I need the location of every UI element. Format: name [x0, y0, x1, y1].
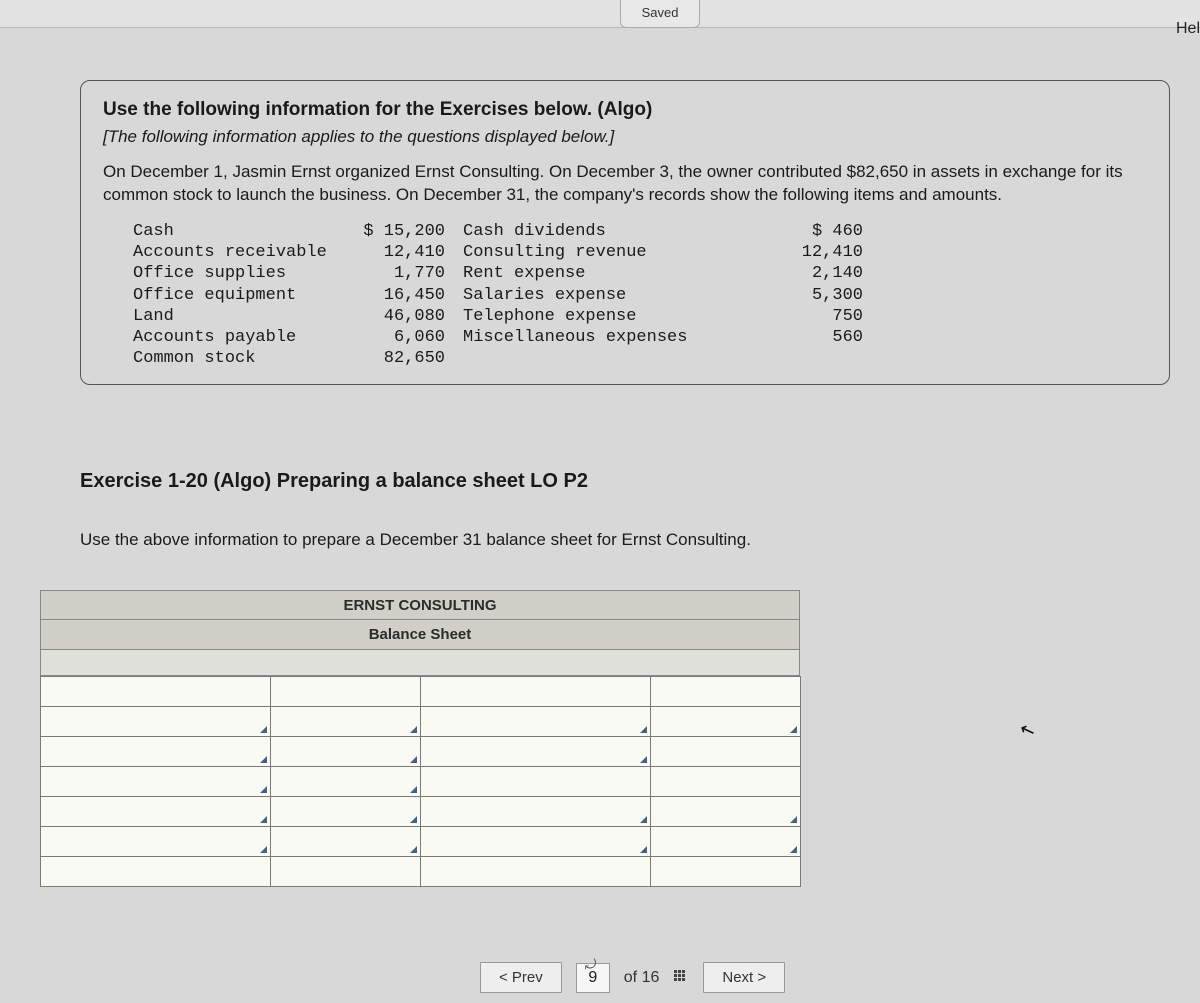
ledger-left-label: Office supplies: [133, 263, 353, 284]
ledger-left-label: Land: [133, 306, 353, 327]
ledger-left-amount: $ 15,200: [353, 221, 463, 242]
ledger-row: Cash $ 15,200 Cash dividends $ 460: [103, 221, 1147, 242]
ledger-right-label: Telephone expense: [463, 306, 753, 327]
ledger-row: Office equipment 16,450 Salaries expense…: [103, 285, 1147, 306]
ledger-row: Land 46,080 Telephone expense 750: [103, 306, 1147, 327]
next-button[interactable]: Next >: [703, 962, 785, 993]
ledger-left-amount: 82,650: [353, 348, 463, 369]
prev-button[interactable]: < Prev: [480, 962, 562, 993]
section-heading-cell[interactable]: [421, 767, 651, 797]
account-name-cell[interactable]: [421, 797, 651, 827]
cursor-icon: ↖: [1017, 718, 1038, 743]
table-row: [41, 797, 801, 827]
ledger-left-amount: 46,080: [353, 306, 463, 327]
question-nav-bar: < Prev ⤾ 9 of 16 Next >: [480, 962, 785, 993]
sheet-company-header: ERNST CONSULTING: [40, 590, 800, 620]
balance-sheet-worksheet: ERNST CONSULTING Balance Sheet: [40, 590, 800, 887]
info-subtitle: [The following information applies to th…: [103, 127, 1147, 147]
link-icon: ⤾: [585, 950, 597, 978]
ledger-right-amount: 560: [753, 327, 863, 348]
amount-cell[interactable]: [271, 767, 421, 797]
blank-cell[interactable]: [651, 677, 801, 707]
ledger-right-label: Cash dividends: [463, 221, 753, 242]
ledger-left-amount: 16,450: [353, 285, 463, 306]
ledger-right-amount: $ 460: [753, 221, 863, 242]
blank-cell[interactable]: [271, 677, 421, 707]
total-amount-cell[interactable]: [651, 857, 801, 887]
info-panel: Use the following information for the Ex…: [80, 80, 1170, 385]
account-name-cell[interactable]: [421, 707, 651, 737]
exercise-instruction: Use the above information to prepare a D…: [80, 530, 751, 550]
ledger-row: Accounts receivable 12,410 Consulting re…: [103, 242, 1147, 263]
ledger-right-amount: 12,410: [753, 242, 863, 263]
ledger-row: Office supplies 1,770 Rent expense 2,140: [103, 263, 1147, 284]
account-name-cell[interactable]: [41, 737, 271, 767]
ledger-left-label: Accounts payable: [133, 327, 353, 348]
amount-cell[interactable]: [651, 737, 801, 767]
account-name-cell[interactable]: [41, 767, 271, 797]
ledger-left-amount: 6,060: [353, 327, 463, 348]
page-number-box[interactable]: ⤾ 9: [576, 963, 610, 993]
account-name-cell[interactable]: [41, 797, 271, 827]
amount-cell[interactable]: [651, 797, 801, 827]
section-heading-cell-right[interactable]: [421, 677, 651, 707]
table-row: [41, 707, 801, 737]
info-title: Use the following information for the Ex…: [103, 99, 1147, 121]
grid-icon[interactable]: [673, 970, 689, 986]
sheet-date-row[interactable]: [40, 650, 800, 676]
total-label-cell[interactable]: [421, 857, 651, 887]
ledger-left-label: Common stock: [133, 348, 353, 369]
ledger-right-amount: 750: [753, 306, 863, 327]
amount-cell[interactable]: [271, 707, 421, 737]
ledger-right-amount: 2,140: [753, 263, 863, 284]
table-row: [41, 677, 801, 707]
ledger-right-label: Salaries expense: [463, 285, 753, 306]
amount-cell[interactable]: [271, 737, 421, 767]
account-name-cell[interactable]: [421, 737, 651, 767]
ledger-left-label: Cash: [133, 221, 353, 242]
info-paragraph: On December 1, Jasmin Ernst organized Er…: [103, 161, 1147, 207]
table-row: [41, 857, 801, 887]
ledger-right-label: Rent expense: [463, 263, 753, 284]
ledger-left-label: Accounts receivable: [133, 242, 353, 263]
ledger-right-amount: 5,300: [753, 285, 863, 306]
ledger-table: Cash $ 15,200 Cash dividends $ 460 Accou…: [103, 221, 1147, 370]
total-label-cell[interactable]: [41, 857, 271, 887]
sheet-report-header: Balance Sheet: [40, 620, 800, 650]
ledger-right-label: [463, 348, 753, 369]
top-bar: [0, 0, 1200, 28]
total-amount-cell[interactable]: [271, 857, 421, 887]
amount-cell[interactable]: [651, 707, 801, 737]
account-name-cell[interactable]: [41, 707, 271, 737]
balance-sheet-table: [40, 676, 801, 887]
account-name-cell[interactable]: [41, 827, 271, 857]
table-row: [41, 767, 801, 797]
ledger-right-label: Consulting revenue: [463, 242, 753, 263]
table-row: [41, 827, 801, 857]
amount-cell[interactable]: [651, 827, 801, 857]
saved-tab: Saved: [620, 0, 700, 28]
section-heading-cell-left[interactable]: [41, 677, 271, 707]
ledger-left-label: Office equipment: [133, 285, 353, 306]
amount-cell[interactable]: [271, 797, 421, 827]
ledger-right-label: Miscellaneous expenses: [463, 327, 753, 348]
ledger-left-amount: 1,770: [353, 263, 463, 284]
ledger-row: Accounts payable 6,060 Miscellaneous exp…: [103, 327, 1147, 348]
ledger-right-amount: [753, 348, 863, 369]
account-name-cell[interactable]: [421, 827, 651, 857]
help-link-truncated[interactable]: Hel: [1176, 20, 1200, 38]
ledger-left-amount: 12,410: [353, 242, 463, 263]
amount-cell[interactable]: [271, 827, 421, 857]
ledger-row: Common stock 82,650: [103, 348, 1147, 369]
blank-cell[interactable]: [651, 767, 801, 797]
exercise-title: Exercise 1-20 (Algo) Preparing a balance…: [80, 470, 588, 493]
page-count-label: of 16: [624, 969, 660, 987]
table-row: [41, 737, 801, 767]
